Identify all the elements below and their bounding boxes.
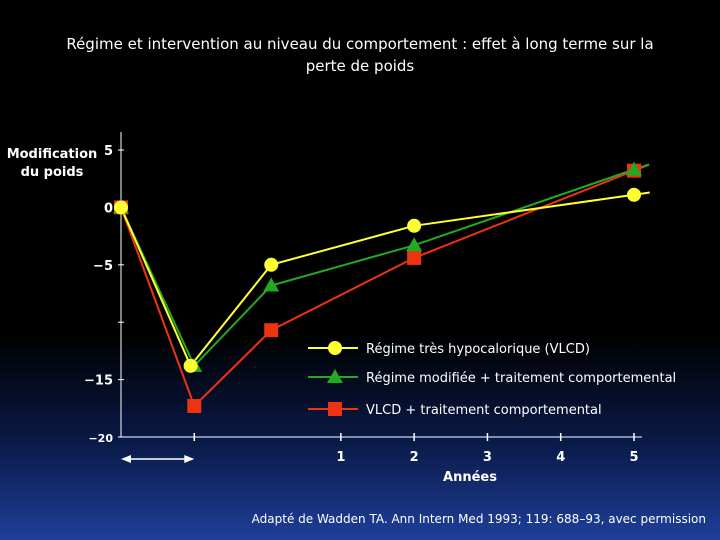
- series-line-circle: [120, 191, 650, 368]
- y-tick-label: −5: [93, 259, 113, 274]
- legend-marker-triangle: [327, 369, 343, 383]
- source-caption: Adapté de Wadden TA. Ann Intern Med 1993…: [251, 512, 706, 526]
- treatment-period-arrow-right-head: [184, 455, 195, 463]
- y-tick-label: −15: [84, 374, 113, 389]
- y-axis-label-line1: Modification: [6, 147, 98, 162]
- legend-marker-circle: [328, 341, 342, 355]
- x-axis-label: Années: [443, 470, 497, 485]
- data-point-triangle: [263, 277, 280, 292]
- data-point-square: [187, 399, 202, 414]
- y-tick-label: −20: [88, 432, 113, 445]
- data-point-circle: [183, 358, 198, 373]
- legend-label: Régime modifiée + traitement comportemen…: [366, 371, 676, 386]
- legend-label: Régime très hypocalorique (VLCD): [366, 342, 590, 357]
- data-point-square: [407, 250, 422, 265]
- series-line-triangle: [120, 163, 650, 368]
- data-point-triangle: [626, 161, 642, 176]
- y-axis-label-line2: du poids: [20, 165, 84, 180]
- legend-marker-square: [328, 402, 342, 416]
- data-point-square: [264, 323, 279, 338]
- chart-title-line1: Régime et intervention au niveau du comp…: [66, 35, 654, 53]
- chart-title-line2: perte de poids: [305, 57, 415, 75]
- y-tick-label: 0: [104, 201, 113, 216]
- x-tick-label: 4: [556, 450, 565, 465]
- x-tick-label: 1: [336, 450, 345, 465]
- x-tick-label: 3: [483, 450, 492, 465]
- data-point-circle: [264, 257, 279, 272]
- y-axis-label: Modification du poids: [6, 146, 98, 182]
- x-tick-label: 2: [410, 450, 419, 465]
- chart-title: Régime et intervention au niveau du comp…: [40, 33, 680, 77]
- y-tick-label: 5: [104, 144, 113, 159]
- data-point-triangle: [406, 237, 423, 252]
- data-point-circle: [627, 187, 641, 202]
- legend-label: VLCD + traitement comportemental: [366, 403, 602, 418]
- data-point-circle: [407, 218, 422, 233]
- data-point-circle: [114, 200, 128, 215]
- treatment-period-arrow-left-head: [121, 455, 131, 463]
- x-tick-label: 5: [629, 450, 638, 465]
